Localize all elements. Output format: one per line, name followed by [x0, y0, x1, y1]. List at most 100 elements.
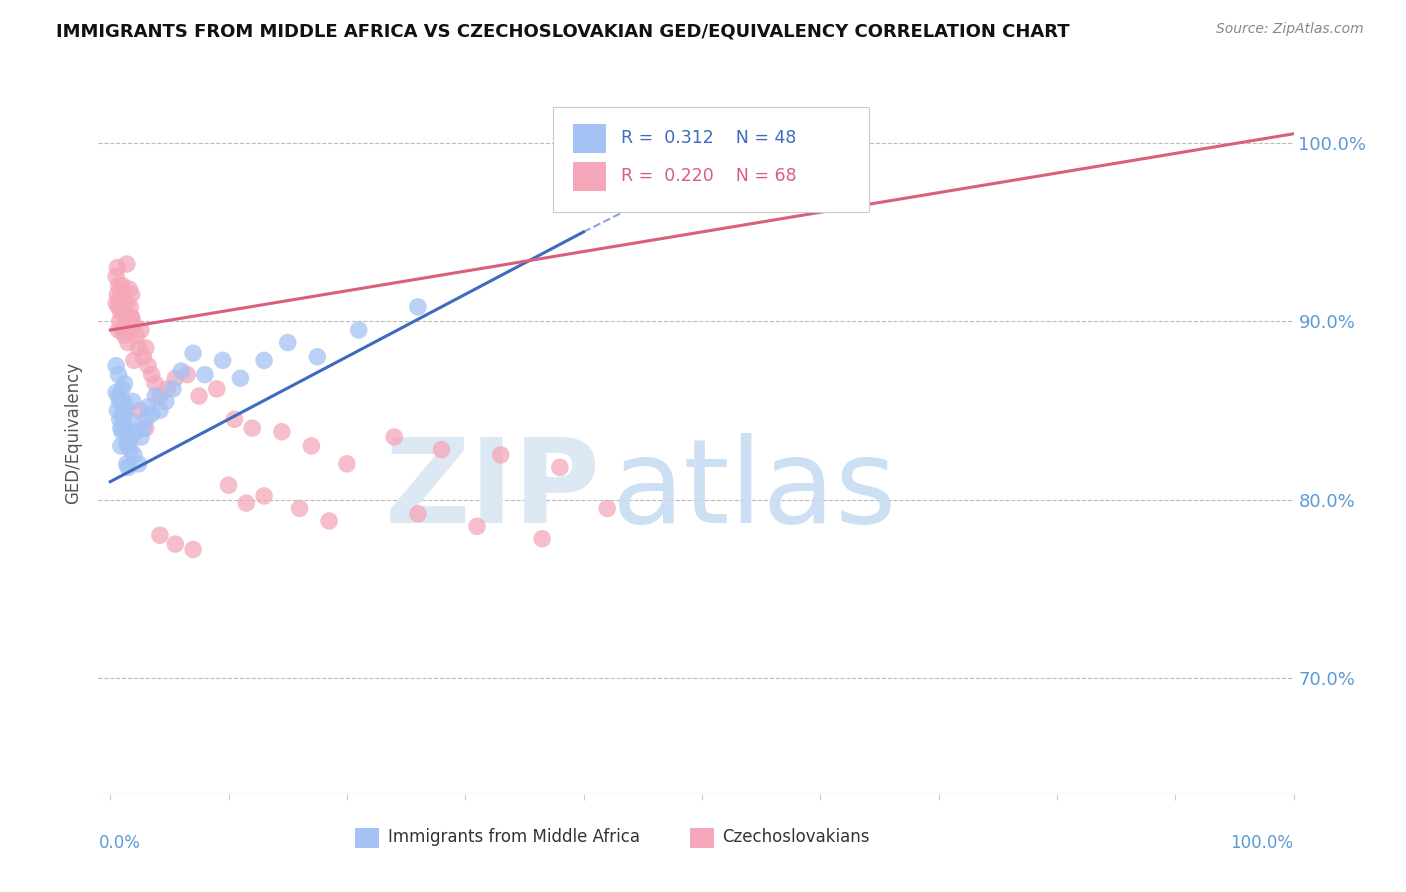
Point: [165, 371, 187, 385]
Point: [149, 528, 172, 542]
Text: ZIP: ZIP: [384, 433, 600, 548]
Point: [135, 341, 157, 355]
Point: [128, 457, 150, 471]
Point: [149, 403, 172, 417]
Point: [218, 478, 240, 492]
Text: atlas: atlas: [613, 433, 897, 548]
Point: [141, 368, 163, 382]
Point: [117, 314, 139, 328]
Point: [277, 335, 299, 350]
Point: [107, 323, 129, 337]
Y-axis label: GED/Equivalency: GED/Equivalency: [65, 361, 83, 504]
Point: [406, 300, 429, 314]
Point: [118, 323, 141, 337]
Point: [110, 305, 132, 319]
Point: [114, 305, 136, 319]
Point: [122, 318, 145, 332]
Point: [105, 269, 128, 284]
Point: [132, 421, 155, 435]
Point: [121, 287, 143, 301]
Point: [114, 376, 136, 391]
Point: [121, 430, 143, 444]
Point: [107, 368, 129, 382]
Point: [188, 389, 211, 403]
Point: [112, 417, 135, 432]
Point: [406, 507, 429, 521]
Point: [111, 382, 134, 396]
Point: [115, 296, 138, 310]
Point: [382, 430, 405, 444]
Point: [114, 400, 136, 414]
Point: [108, 296, 131, 310]
Point: [105, 385, 128, 400]
Point: [240, 421, 263, 435]
Point: [111, 407, 134, 421]
Point: [115, 457, 138, 471]
Point: [111, 425, 134, 439]
Point: [149, 389, 172, 403]
Point: [181, 346, 204, 360]
Point: [117, 335, 139, 350]
Point: [132, 350, 155, 364]
Point: [105, 359, 128, 373]
Text: Source: ZipAtlas.com: Source: ZipAtlas.com: [1216, 22, 1364, 37]
Point: [135, 421, 157, 435]
Point: [121, 310, 143, 325]
Point: [112, 323, 135, 337]
Point: [114, 421, 136, 435]
Point: [135, 412, 157, 426]
Point: [120, 442, 142, 457]
Point: [136, 400, 159, 414]
Point: [489, 448, 512, 462]
Point: [194, 368, 217, 382]
Point: [115, 257, 138, 271]
Point: [596, 501, 619, 516]
Point: [110, 439, 132, 453]
Point: [121, 310, 143, 325]
Point: [105, 403, 128, 417]
Point: [115, 323, 138, 337]
Point: [162, 382, 184, 396]
Point: [211, 353, 233, 368]
Point: [114, 407, 136, 421]
Point: [121, 394, 143, 409]
Point: [129, 430, 152, 444]
Point: [465, 519, 488, 533]
Point: [108, 314, 131, 328]
Point: [118, 412, 141, 426]
Point: [111, 278, 134, 293]
Point: [115, 435, 138, 450]
Point: [110, 287, 132, 301]
Point: [105, 287, 128, 301]
Point: [165, 537, 187, 551]
Point: [110, 421, 132, 435]
Point: [143, 376, 166, 391]
Text: R =  0.312    N = 48: R = 0.312 N = 48: [620, 128, 796, 147]
Point: [430, 442, 453, 457]
Point: [288, 501, 311, 516]
FancyBboxPatch shape: [572, 124, 606, 153]
Point: [205, 382, 228, 396]
Point: [136, 359, 159, 373]
Text: R =  0.220    N = 68: R = 0.220 N = 68: [620, 167, 796, 186]
Point: [105, 260, 128, 275]
Point: [114, 328, 136, 343]
Point: [253, 353, 276, 368]
Point: [176, 368, 198, 382]
Point: [122, 353, 145, 368]
Point: [105, 296, 128, 310]
Point: [118, 282, 141, 296]
Point: [307, 350, 329, 364]
Point: [548, 460, 571, 475]
Point: [229, 371, 252, 385]
Point: [111, 323, 134, 337]
Text: 0.0%: 0.0%: [98, 834, 141, 852]
Point: [253, 489, 276, 503]
Text: Immigrants from Middle Africa: Immigrants from Middle Africa: [388, 829, 640, 847]
Point: [531, 532, 554, 546]
Point: [120, 300, 142, 314]
FancyBboxPatch shape: [356, 828, 380, 848]
Point: [156, 382, 179, 396]
Text: 100.0%: 100.0%: [1230, 834, 1294, 852]
Text: Czechoslovakians: Czechoslovakians: [723, 829, 870, 847]
